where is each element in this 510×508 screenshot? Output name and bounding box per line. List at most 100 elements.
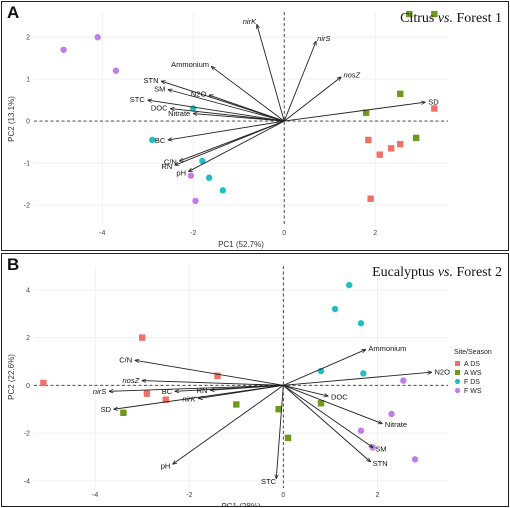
vector-label: pH xyxy=(176,168,186,177)
x-tick-label: -4 xyxy=(92,492,98,499)
x-axis-label: PC1 (52.7%) xyxy=(218,240,264,249)
legend-marker xyxy=(454,378,461,385)
legend-marker xyxy=(455,361,460,366)
point-f-ds xyxy=(149,136,156,144)
loading-vector xyxy=(283,384,372,447)
point-a-ws xyxy=(397,90,404,98)
panel-title: Citrus vs. Forest 1 xyxy=(400,11,502,26)
y-tick-label: -1 xyxy=(24,161,30,168)
point-f-ds xyxy=(346,281,353,289)
x-axis-label: PC1 (28%) xyxy=(221,502,260,506)
point-a-ws xyxy=(431,10,438,18)
y-tick-label: -4 xyxy=(24,478,30,485)
y-axis-label: PC2 (22.6%) xyxy=(7,354,16,400)
x-tick-label: 0 xyxy=(282,230,286,237)
loading-vector xyxy=(283,384,328,396)
vector-label: N2O xyxy=(191,90,207,99)
loading-vector xyxy=(283,77,341,122)
point-f-ws xyxy=(112,67,120,74)
point-a-ws xyxy=(120,409,127,417)
point-f-ws xyxy=(400,377,407,384)
pca-biplot-b: -4 -2 0 2 -4 -2 0 2 4 PC1 (28%) PC2 (22.6%) Ammoniu… xyxy=(7,255,502,506)
vector-label: BC xyxy=(155,136,166,145)
legend-title: Site/Season xyxy=(454,349,492,356)
vector-label: nosZ xyxy=(123,376,140,385)
point-f-ws xyxy=(192,197,199,205)
loading-vector xyxy=(109,384,284,391)
point-f-ws xyxy=(411,456,419,463)
loading-vector xyxy=(283,385,370,461)
vector-label: C/N xyxy=(164,158,177,167)
point-a-ws xyxy=(317,400,325,407)
point-a-ws xyxy=(275,406,282,413)
vector-label: Nitrate xyxy=(168,109,190,118)
loading-vector xyxy=(135,360,284,386)
x-tick-label: -2 xyxy=(186,492,192,499)
loading-vector xyxy=(173,384,284,464)
panel-letter: A xyxy=(7,3,19,22)
loading-vector xyxy=(193,114,285,122)
vector-label: RN xyxy=(161,162,172,171)
point-a-ds xyxy=(397,140,404,148)
x-tick-label: -4 xyxy=(99,230,105,237)
point-a-ds xyxy=(214,372,221,380)
point-f-ws xyxy=(388,410,395,418)
loading-vector xyxy=(168,120,285,140)
legend-marker xyxy=(455,370,460,375)
loading-vector xyxy=(283,41,316,122)
point-a-ds xyxy=(431,105,438,112)
point-a-ds xyxy=(387,145,395,152)
vector-label: SD xyxy=(428,97,439,106)
loading-vector xyxy=(175,384,284,391)
point-f-ds xyxy=(331,305,339,313)
vector-label: STC xyxy=(261,477,277,486)
vector-label: pH xyxy=(161,461,171,470)
x-tick-label: -2 xyxy=(190,230,196,237)
loading-vector xyxy=(283,350,365,386)
vector-label: SM xyxy=(154,84,165,93)
point-f-ws xyxy=(187,172,195,179)
loading-vector xyxy=(199,384,284,398)
x-tick-label: 0 xyxy=(281,492,285,499)
vector-label: nirK xyxy=(182,394,196,403)
y-tick-label: 1 xyxy=(26,77,30,84)
legend-label: A WS xyxy=(464,370,482,377)
loading-vector xyxy=(142,381,284,386)
point-a-ds xyxy=(162,396,169,403)
point-a-ds xyxy=(40,379,47,387)
vector-label: SD xyxy=(101,405,112,414)
vector-label: nosZ xyxy=(343,71,360,80)
point-a-ws xyxy=(233,401,240,408)
point-f-ds xyxy=(360,370,367,377)
loading-vector xyxy=(276,385,284,478)
x-tick-label: 2 xyxy=(375,492,379,499)
loading-vector xyxy=(175,120,285,165)
panel-title: Eucalyptus vs. Forest 2 xyxy=(372,265,502,280)
point-a-ds xyxy=(376,151,383,158)
vector-label: nirS xyxy=(317,34,330,43)
point-a-ds xyxy=(367,195,374,202)
vector-label: BC xyxy=(162,387,173,396)
legend: Site/Season A DS A WS F DS F WS xyxy=(454,349,492,395)
point-f-ds xyxy=(199,157,206,165)
loading-vector xyxy=(283,384,382,423)
vector-label: N2O xyxy=(435,367,451,376)
loading-vector xyxy=(257,25,285,122)
y-tick-label: 2 xyxy=(26,35,30,42)
y-tick-label: 0 xyxy=(26,383,30,390)
legend-marker xyxy=(454,387,461,394)
vector-label: Ammonium xyxy=(171,60,209,69)
vector-label: nirK xyxy=(243,17,257,26)
pca-biplot-a: -4 -2 0 2 -2 -1 0 1 2 PC1 (52.7%) PC2 (13.1%) nirK n… xyxy=(7,3,502,249)
y-tick-label: -2 xyxy=(24,203,30,210)
vector-label: STN xyxy=(144,76,159,85)
vector-label: STN xyxy=(373,459,388,468)
point-a-ds xyxy=(143,390,151,397)
loading-vector xyxy=(284,102,425,122)
panel-letter: B xyxy=(7,255,19,274)
y-tick-label: 0 xyxy=(26,119,30,126)
vector-label: SM xyxy=(375,445,386,454)
panel-a: -4 -2 0 2 -2 -1 0 1 2 PC1 (52.7%) PC2 (13.1%) nirK n… xyxy=(1,1,509,251)
point-f-ds xyxy=(205,174,213,181)
vector-label: STC xyxy=(130,95,146,104)
